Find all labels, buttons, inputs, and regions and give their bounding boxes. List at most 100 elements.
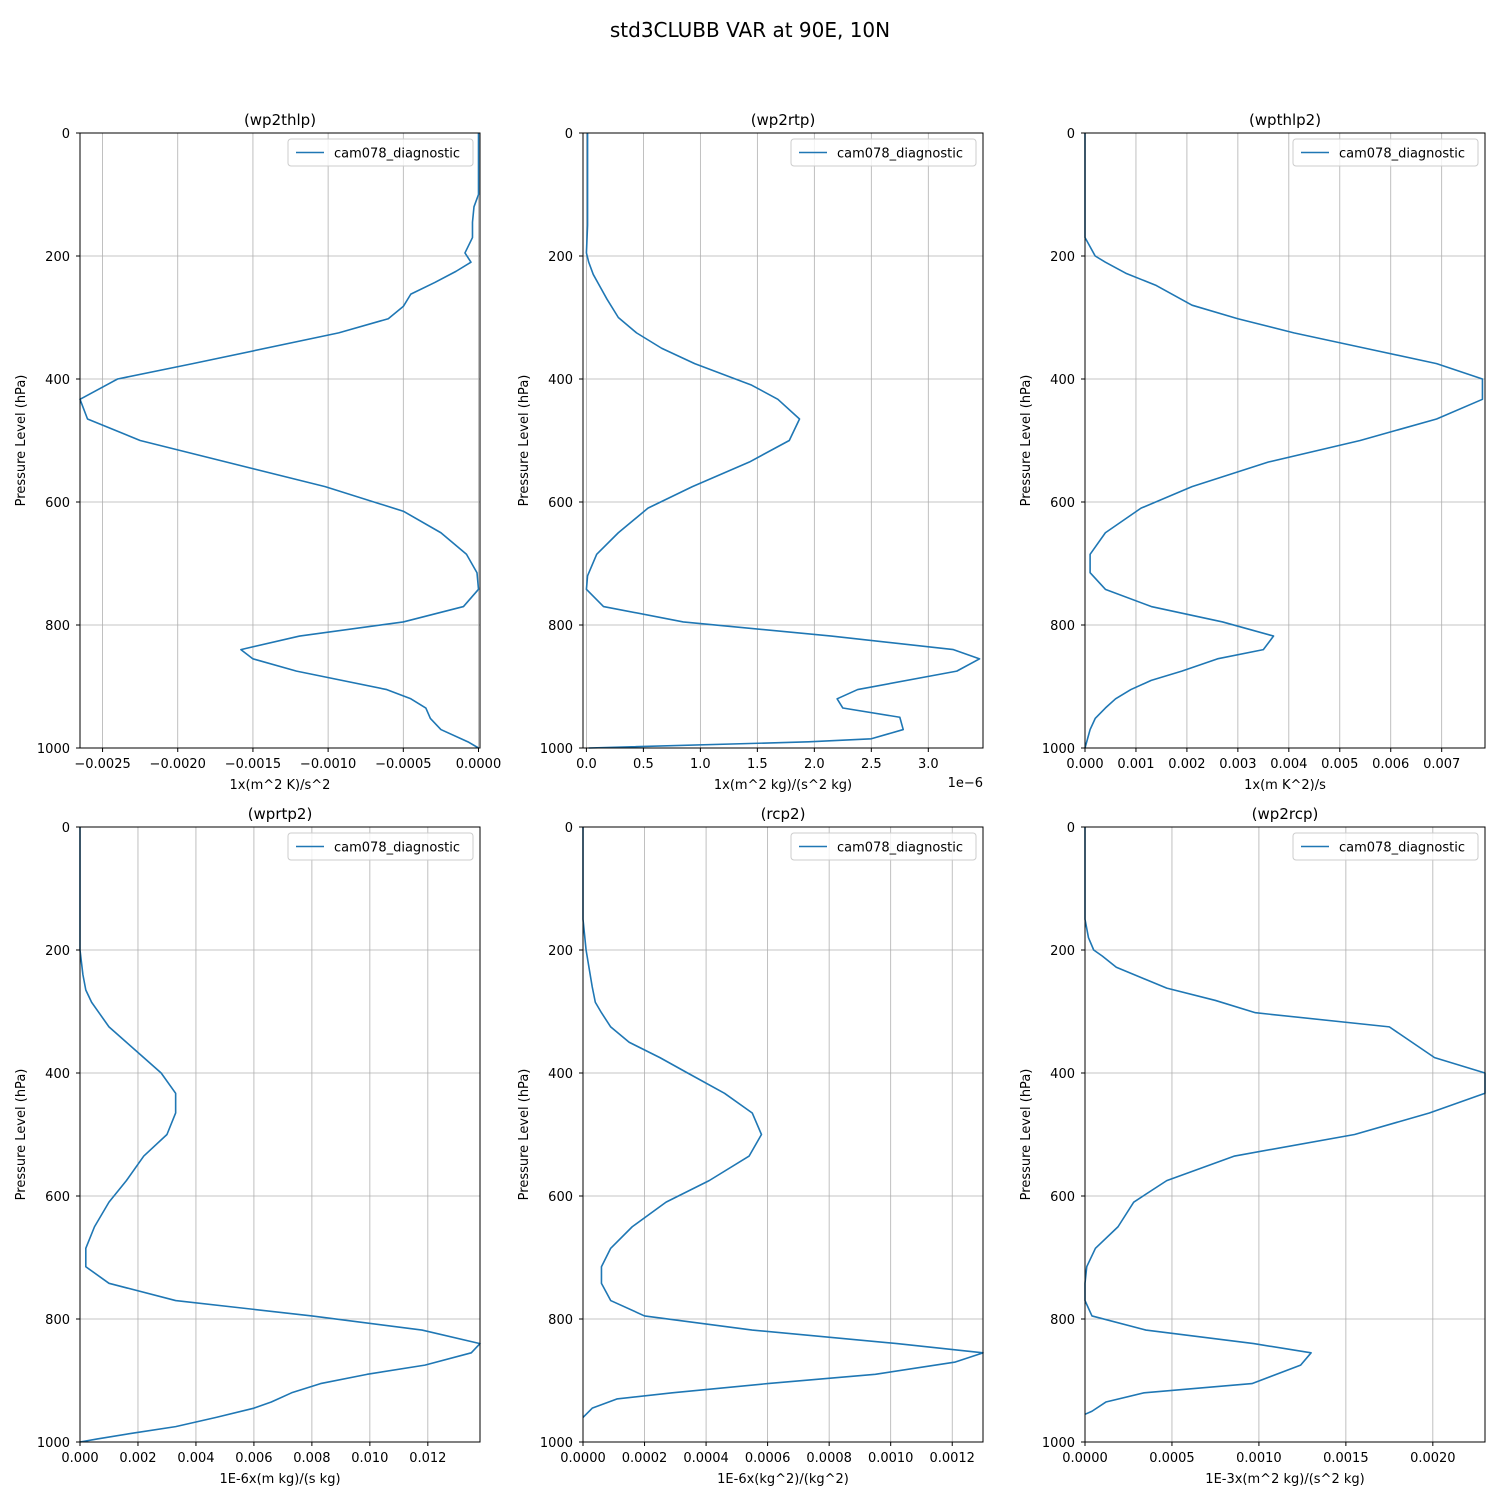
axes-frame <box>79 132 481 749</box>
x-tick-label: 0.0010 <box>1236 1451 1282 1466</box>
x-tick-label: −0.0005 <box>375 757 431 772</box>
chart-title: (wp2rcp) <box>1252 805 1319 823</box>
x-tick-label: 0.006 <box>235 1451 272 1466</box>
x-tick-label: 0.0015 <box>1323 1451 1369 1466</box>
y-tick-label: 800 <box>548 1313 573 1328</box>
x-tick-label: 0.005 <box>1321 757 1358 772</box>
legend-label: cam078_diagnostic <box>1339 147 1465 162</box>
y-tick-label: 600 <box>548 1190 573 1205</box>
legend-box <box>287 138 474 167</box>
y-tick-label: 800 <box>1050 619 1075 634</box>
x-tick-label: 0.002 <box>1168 757 1205 772</box>
x-tick-label: −0.0025 <box>74 757 130 772</box>
legend: cam078_diagnostic <box>287 138 474 167</box>
y-tick-label: 1000 <box>37 1436 70 1451</box>
x-tick-label: 3.0 <box>918 757 939 772</box>
x-tick-label: 0.0002 <box>622 1451 668 1466</box>
axes-frame <box>1084 132 1486 749</box>
x-tick-label: 0.5 <box>633 757 654 772</box>
series-line-1 <box>1084 827 1486 1416</box>
y-tick-label: 0 <box>1067 821 1075 836</box>
y-tick-label: 1000 <box>540 1436 573 1451</box>
x-tick-label: 0.012 <box>409 1451 446 1466</box>
legend-label: cam078_diagnostic <box>334 147 460 162</box>
x-tick-label: −0.0015 <box>225 757 281 772</box>
x-axis-label: 1x(m^2 K)/s^2 <box>230 778 331 793</box>
x-tick-label: 0.004 <box>1270 757 1307 772</box>
chart-title: (rcp2) <box>761 805 806 823</box>
y-tick-label: 800 <box>1050 1313 1075 1328</box>
y-tick-label: 800 <box>45 1313 70 1328</box>
legend-box <box>790 832 977 861</box>
axes-frame <box>79 826 481 1443</box>
y-tick-label: 200 <box>1050 250 1075 265</box>
y-tick-label: 200 <box>548 944 573 959</box>
legend-box <box>287 832 474 861</box>
x-tick-label: 0.0004 <box>683 1451 729 1466</box>
y-tick-label: 0 <box>62 821 70 836</box>
x-tick-label: 0.0008 <box>806 1451 852 1466</box>
y-tick-label: 0 <box>1067 127 1075 142</box>
legend-label: cam078_diagnostic <box>1339 841 1465 856</box>
x-tick-label: 0.007 <box>1423 757 1460 772</box>
y-axis-label: Pressure Level (hPa) <box>517 375 532 507</box>
x-tick-label: 0.000 <box>61 1451 98 1466</box>
y-axis-label: Pressure Level (hPa) <box>1019 1069 1034 1201</box>
x-tick-label: 0.001 <box>1117 757 1154 772</box>
x-tick-label: −0.0010 <box>300 757 356 772</box>
axes-frame <box>582 826 984 1443</box>
y-tick-label: 400 <box>45 1067 70 1082</box>
series-line-1 <box>582 827 984 1418</box>
y-axis-label: Pressure Level (hPa) <box>14 375 29 507</box>
x-tick-label: 1.0 <box>690 757 711 772</box>
x-axis-label: 1E-6x(m kg)/(s kg) <box>219 1472 340 1487</box>
chart-title: (wpthlp2) <box>1249 111 1321 129</box>
legend-label: cam078_diagnostic <box>334 841 460 856</box>
x-tick-label: 0.000 <box>1066 757 1103 772</box>
x-tick-label: 0.0020 <box>1410 1451 1456 1466</box>
x-tick-label: 0.0000 <box>456 757 502 772</box>
x-tick-label: 0.0 <box>576 757 597 772</box>
y-tick-label: 400 <box>548 373 573 388</box>
legend-label: cam078_diagnostic <box>837 147 963 162</box>
y-tick-label: 400 <box>45 373 70 388</box>
y-tick-label: 400 <box>548 1067 573 1082</box>
x-tick-label: 0.0012 <box>929 1451 975 1466</box>
series-line-1 <box>79 827 481 1443</box>
legend: cam078_diagnostic <box>1292 138 1479 167</box>
y-axis-label: Pressure Level (hPa) <box>517 1069 532 1201</box>
x-axis-label: 1x(m^2 kg)/(s^2 kg) <box>714 778 852 793</box>
x-tick-label: 0.006 <box>1372 757 1409 772</box>
series-line-1 <box>79 133 480 749</box>
x-tick-label: −0.0020 <box>150 757 206 772</box>
x-axis-label: 1x(m K^2)/s <box>1244 778 1326 793</box>
y-tick-label: 400 <box>1050 1067 1075 1082</box>
x-axis-label: 1E-6x(kg^2)/(kg^2) <box>717 1472 849 1487</box>
legend: cam078_diagnostic <box>287 832 474 861</box>
chart-title: (wp2thlp) <box>244 111 316 129</box>
y-tick-label: 1000 <box>540 742 573 757</box>
chart-panels: −0.0025 −0.0020 −0.0015 −0.0010 −0.0005 0.000… <box>14 111 1486 1487</box>
x-tick-label: 0.004 <box>177 1451 214 1466</box>
figure-title: std3CLUBB VAR at 90E, 10N <box>610 18 890 42</box>
x-tick-label: 2.0 <box>804 757 825 772</box>
y-tick-label: 600 <box>548 496 573 511</box>
y-tick-label: 200 <box>45 250 70 265</box>
x-tick-label: 0.002 <box>119 1451 156 1466</box>
chart-panel-2: 0.0 0.5 1.0 1.5 2.0 2.5 3.0 0 200 400 600 800 1000 (w… <box>517 111 984 793</box>
x-axis-label: 1E-3x(m^2 kg)/(s^2 kg) <box>1205 1472 1364 1487</box>
legend-label: cam078_diagnostic <box>837 841 963 856</box>
x-tick-label: 2.5 <box>861 757 882 772</box>
series-line-1 <box>1084 133 1484 749</box>
x-tick-label: 0.010 <box>351 1451 388 1466</box>
y-axis-label: Pressure Level (hPa) <box>14 1069 29 1201</box>
chart-panel-4: 0.000 0.002 0.004 0.006 0.008 0.010 0.012 0 200 4… <box>14 805 481 1487</box>
y-tick-label: 400 <box>1050 373 1075 388</box>
chart-panel-3: 0.000 0.001 0.002 0.003 0.004 0.005 0.006 0.007… <box>1019 111 1486 793</box>
x-tick-label: 1.5 <box>747 757 768 772</box>
chart-panel-6: 0.0000 0.0005 0.0010 0.0015 0.0020 0 200 400 600… <box>1019 805 1486 1487</box>
y-tick-label: 600 <box>1050 496 1075 511</box>
x-tick-label: 0.003 <box>1219 757 1256 772</box>
